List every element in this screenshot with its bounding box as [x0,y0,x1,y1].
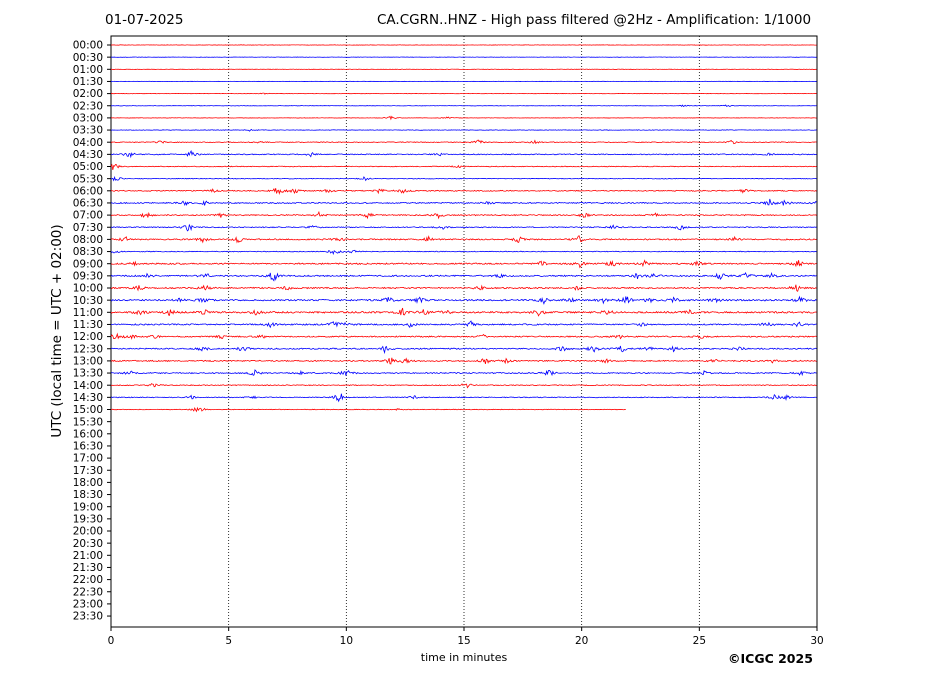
y-tick-label: 05:00 [73,161,103,173]
y-tick-label: 15:30 [73,416,103,428]
trace-1330 [110,369,817,377]
y-tick-label: 11:00 [73,307,103,319]
y-tick-label: 16:30 [73,441,103,453]
plot-frame [110,35,818,628]
trace-0400 [110,139,817,145]
trace-0330 [110,128,817,132]
trace-1430 [110,393,817,403]
trace-0630 [110,198,817,206]
y-tick-label: 23:30 [73,611,103,623]
y-tick-label: 22:30 [73,586,103,598]
y-tick-label: 02:30 [73,100,103,112]
y-tick-label: 13:30 [73,368,103,380]
y-tick-label: 04:00 [73,137,103,149]
y-tick-label: 08:30 [73,246,103,258]
y-tick-label: 11:30 [73,319,103,331]
trace-0730 [110,223,817,232]
trace-0430 [110,149,817,159]
x-tick-label: 5 [225,635,232,647]
y-tick-label: 20:30 [73,538,103,550]
y-tick-label: 07:30 [73,222,103,234]
y-tick-label: 06:00 [73,185,103,197]
y-tick-label: 10:30 [73,295,103,307]
y-tick-label: 19:00 [73,501,103,513]
trace-1500 [110,406,626,413]
y-tick-label: 03:00 [73,113,103,125]
trace-0500 [110,163,817,171]
y-tick-label: 18:00 [73,477,103,489]
trace-1400 [110,383,817,389]
y-tick-label: 06:30 [73,198,103,210]
y-tick-label: 14:00 [73,380,103,392]
y-tick-label: 17:30 [73,465,103,477]
trace-1100 [110,307,817,317]
y-tick-label: 16:00 [73,428,103,440]
x-tick-label: 30 [810,635,823,647]
trace-1130 [110,320,817,329]
y-tick-label: 05:30 [73,173,103,185]
y-tick-label: 17:00 [73,453,103,465]
y-tick-label: 00:00 [73,40,103,52]
y-tick-label: 12:30 [73,343,103,355]
trace-0530 [110,175,817,182]
x-tick-label: 20 [575,635,588,647]
y-tick-label: 15:00 [73,404,103,416]
chart-date: 01-07-2025 [105,12,184,28]
copyright-credit: ©ICGC 2025 [728,651,813,666]
y-tick-label: 22:00 [73,574,103,586]
y-tick-label: 18:30 [73,489,103,501]
x-tick-label: 15 [457,635,470,647]
y-tick-label: 09:00 [73,258,103,270]
y-tick-label: 00:30 [73,52,103,64]
trace-1030 [110,295,817,305]
y-tick-label: 21:30 [73,562,103,574]
y-tick-label: 04:30 [73,149,103,161]
y-tick-label: 12:00 [73,331,103,343]
x-tick-label: 10 [340,635,353,647]
y-tick-label: 20:00 [73,526,103,538]
trace-0600 [110,188,817,196]
trace-0800 [110,234,817,244]
trace-1300 [110,357,817,365]
y-tick-label: 19:30 [73,513,103,525]
y-tick-label: 13:00 [73,356,103,368]
trace-0930 [110,272,817,282]
trace-0200 [110,92,817,95]
y-tick-label: 01:30 [73,76,103,88]
y-tick-label: 14:30 [73,392,103,404]
y-tick-label: 08:00 [73,234,103,246]
trace-0300 [110,115,817,121]
trace-0230 [110,104,817,108]
y-tick-label: 07:00 [73,210,103,222]
y-tick-label: 02:00 [73,88,103,100]
y-tick-label: 21:00 [73,550,103,562]
trace-0830 [110,249,817,256]
y-tick-label: 09:30 [73,270,103,282]
x-tick-label: 0 [108,635,115,647]
y-tick-label: 23:00 [73,599,103,611]
trace-0700 [110,210,817,220]
y-tick-label: 10:00 [73,283,103,295]
x-axis-label: time in minutes [420,651,508,664]
y-tick-label: 01:00 [73,64,103,76]
chart-title: CA.CGRN..HNZ - High pass filtered @2Hz -… [377,12,812,28]
trace-1200 [110,332,817,340]
trace-1000 [110,284,817,292]
x-tick-label: 25 [693,635,706,647]
trace-1230 [110,345,817,355]
trace-0900 [110,259,817,269]
y-tick-label: 03:30 [73,125,103,137]
